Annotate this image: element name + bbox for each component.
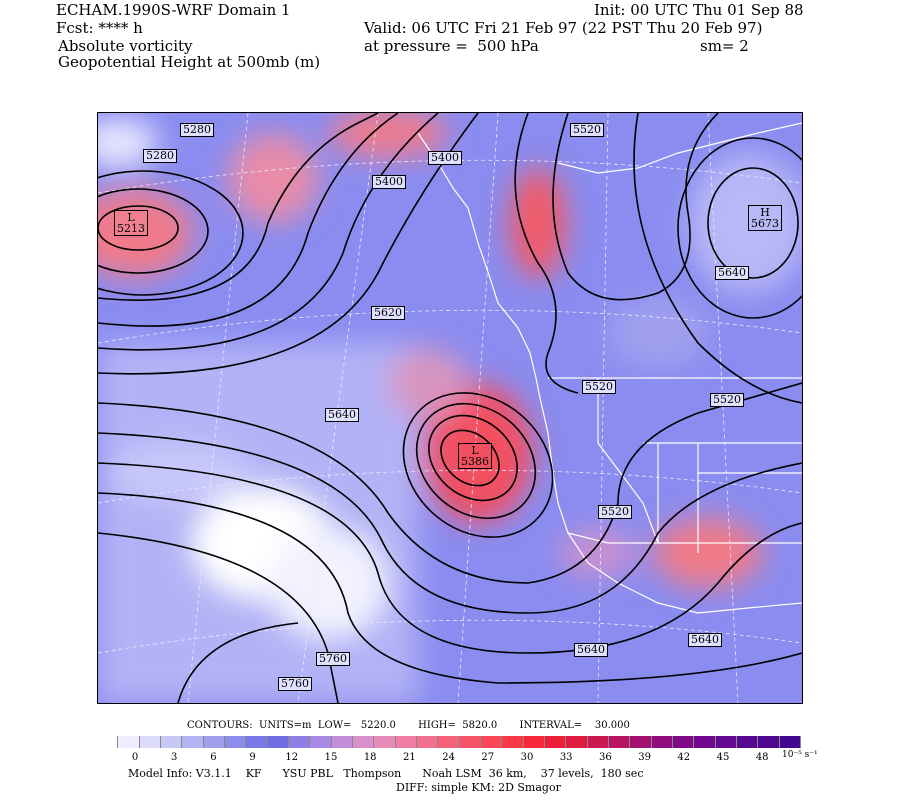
colorbar-tick-label: 42 (677, 752, 691, 763)
colorbar-swatch (523, 736, 545, 748)
colorbar-swatch (246, 736, 268, 748)
center-letter: L (471, 444, 479, 457)
colorbar-tick-label: 30 (520, 752, 534, 763)
model-title: ECHAM.1990S-WRF Domain 1 (56, 1, 291, 19)
colorbar-swatch (139, 736, 161, 748)
colorbar-tick-label: 45 (716, 752, 730, 763)
colorbar-swatch (736, 736, 759, 748)
contour-label: 5760 (278, 677, 312, 691)
colorbar-swatch (182, 736, 204, 748)
contour-label: 5640 (715, 266, 749, 280)
colorbar-swatch (416, 736, 439, 748)
colorbar-units: 10⁻⁵ s⁻¹ (782, 750, 818, 760)
colorbar-tick-label: 27 (481, 752, 495, 763)
colorbar-swatch (331, 736, 353, 748)
map-panel: 5280 5280 5400 5400 5520 5620 5640 5640 … (97, 112, 803, 704)
colorbar-tick-label: 21 (403, 752, 416, 763)
contour-label: 5400 (428, 151, 462, 165)
colorbar-tick-label: 12 (285, 752, 299, 763)
colorbar-tick-label: 36 (599, 752, 612, 763)
diff-info: DIFF: simple KM: 2D Smagor (396, 781, 561, 794)
colorbar-swatch (608, 736, 631, 748)
colorbar-swatch (459, 736, 481, 748)
center-value: 5386 (461, 455, 489, 468)
contour-label: 5280 (143, 149, 177, 163)
contour-label: 5520 (582, 380, 616, 394)
center-letter: H (760, 206, 770, 219)
colorbar-swatch (779, 736, 801, 748)
colorbar-swatch (288, 736, 311, 748)
map-svg (98, 113, 802, 703)
contour-label: 5520 (598, 505, 632, 519)
forecast-hour: Fcst: **** h (56, 19, 143, 37)
colorbar-swatch (352, 736, 375, 748)
colorbar-swatch (310, 736, 332, 748)
smoothing: sm= 2 (700, 37, 749, 55)
valid-time: Valid: 06 UTC Fri 21 Feb 97 (22 PST Thu … (364, 19, 763, 37)
colorbar-swatch (160, 736, 183, 748)
colorbar (97, 736, 801, 748)
pressure-level: at pressure = 500 hPa (364, 37, 539, 55)
colorbar-tick-label: 39 (638, 752, 651, 763)
colorbar-tick-label: 6 (210, 752, 217, 763)
colorbar-swatch (694, 736, 716, 748)
colorbar-swatch (438, 736, 460, 748)
center-value: 5213 (117, 222, 145, 235)
colorbar-tick-label: 0 (131, 752, 139, 763)
colorbar-swatch (630, 736, 652, 748)
colorbar-tick-label: 3 (171, 752, 178, 763)
field-name-shaded: Absolute vorticity (58, 37, 193, 55)
colorbar-swatch (502, 736, 524, 748)
colorbar-swatch (758, 736, 780, 748)
contour-label: 5640 (325, 408, 359, 422)
colorbar-tick-label: 18 (363, 752, 377, 763)
coastlines (417, 122, 802, 614)
colorbar-swatch (566, 736, 588, 748)
colorbar-tick-label: 48 (755, 752, 769, 763)
colorbar-tick-label: 33 (559, 752, 573, 763)
init-time: Init: 00 UTC Thu 01 Sep 88 (594, 1, 804, 19)
colorbar-swatch (715, 736, 737, 748)
low-center-marker: L 5213 (114, 210, 148, 236)
model-info: Model Info: V3.1.1 KF YSU PBL Thompson N… (128, 767, 644, 780)
colorbar-swatch (224, 736, 247, 748)
colorbar-swatch (587, 736, 609, 748)
colorbar-swatch (651, 736, 673, 748)
contour-label: 5620 (371, 306, 405, 320)
colorbar-swatch (480, 736, 503, 748)
contour-label: 5400 (372, 175, 406, 189)
field-name-contour: Geopotential Height at 500mb (m) (58, 53, 321, 71)
colorbar-swatch (97, 736, 119, 748)
center-value: 5673 (751, 217, 779, 230)
colorbar-swatch (395, 736, 417, 748)
low-center-marker: L 5386 (458, 443, 492, 469)
colorbar-swatch (118, 736, 140, 748)
contour-label: 5640 (688, 633, 722, 647)
contour-label: 5280 (180, 123, 214, 137)
colorbar-swatch (544, 736, 567, 748)
center-letter: L (127, 211, 135, 224)
colorbar-tick-label: 24 (442, 752, 455, 763)
colorbar-tick-label: 15 (324, 752, 338, 763)
contour-label: 5640 (574, 643, 608, 657)
colorbar-tick-label: 9 (249, 752, 256, 763)
height-contours (98, 113, 802, 703)
contours-info: CONTOURS: UNITS=m LOW= 5220.0 HIGH= 5820… (187, 720, 630, 731)
contour-label: 5520 (570, 123, 604, 137)
high-center-marker: H 5673 (748, 205, 782, 231)
colorbar-swatch (267, 736, 289, 748)
colorbar-swatch (672, 736, 695, 748)
colorbar-swatch (374, 736, 396, 748)
colorbar-swatch (203, 736, 225, 748)
contour-label: 5760 (316, 652, 350, 666)
contour-label: 5520 (710, 393, 744, 407)
